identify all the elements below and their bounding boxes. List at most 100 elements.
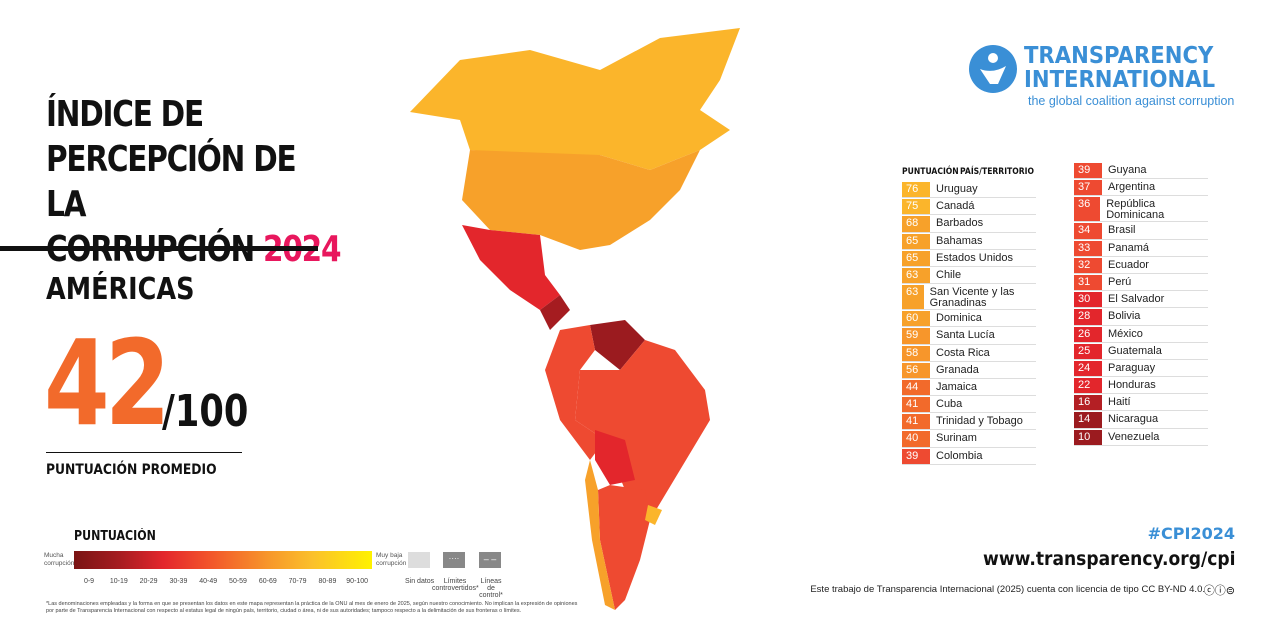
map-bolivia[interactable] [595,430,635,485]
logo-text: TRANSPARENCY INTERNATIONAL [1024,44,1215,92]
country-cell: México [1108,327,1143,340]
col-score-header: PUNTUACIÓN [902,167,959,177]
divider [46,452,242,453]
country-cell: Nicaragua [1108,413,1159,426]
score-cell: 68 [902,216,930,232]
map-brazil[interactable] [575,340,710,520]
legend-gradient [74,551,372,569]
table-row: 68 Barbados [902,216,1036,233]
legend-title: PUNTUACIÓN [74,529,156,544]
map-mexico[interactable] [462,225,560,310]
page-title: ÍNDICE DE PERCEPCIÓN DE LA CORRUPCIÓN 20… [46,92,342,272]
country-cell: Panamá [1108,241,1149,254]
table-row: 65 Estados Unidos [902,250,1036,267]
country-cell: Perú [1108,275,1132,288]
table-row: 30 El Salvador [1074,292,1208,309]
score-cell: 65 [902,233,930,249]
score-cell: 25 [1074,343,1102,359]
country-cell: Argentina [1108,181,1156,194]
col-country-header: PAÍS/TERRITORIO [960,167,1035,177]
average-label: PUNTUACIÓN PROMEDIO [46,462,217,478]
ranking-table-right: 39 Guyana 37 Argentina 36 República Dominican… [1074,163,1208,447]
country-cell: Brasil [1108,224,1136,237]
cc-license-icons: ⓒⓘ⊜ [1203,585,1235,597]
license-text: Este trabajo de Transparencia Internacio… [810,584,1205,595]
score-cell: 58 [902,345,930,361]
map-chile[interactable] [585,460,615,610]
country-cell: Trinidad y Tobago [936,415,1023,428]
map-uruguay[interactable] [645,505,662,525]
region-name: AMÉRICAS [46,272,195,307]
table-row: 22 Honduras [1074,378,1208,395]
country-cell: Santa Lucía [936,329,995,342]
table-row: 63 San Vicente y las Granadinas [902,285,1036,311]
country-cell: Paraguay [1108,361,1156,374]
score-cell: 63 [902,267,930,284]
score-cell: 60 [902,311,930,327]
disputed-label: Límites controvertidos* [432,578,479,592]
score-cell: 14 [1074,412,1102,428]
americas-map [410,28,740,610]
divider [0,246,318,251]
table-row: 31 Perú [1074,274,1208,292]
score-cell: 41 [902,414,930,430]
tagline: the global coalition against corruption [1028,94,1235,108]
map-usa[interactable] [462,150,700,250]
score-cell: 56 [902,362,930,378]
country-cell: Guatemala [1108,344,1162,357]
map-canada[interactable] [410,28,740,170]
legend-range-label: 60-69 [258,578,277,585]
country-cell: Uruguay [936,183,978,195]
table-row: 58 Costa Rica [902,345,1036,362]
table-row: 76 Uruguay [902,182,1036,199]
table-row: 59 Santa Lucía [902,328,1036,345]
score-max: /100 [162,386,249,437]
country-cell: Costa Rica [936,346,990,359]
legend-range-label: 20-29 [139,578,158,585]
table-row: 28 Bolivia [1074,309,1208,326]
table-row: 25 Guatemala [1074,343,1208,360]
country-cell: Chile [936,268,962,281]
score-cell: 28 [1074,309,1102,325]
country-cell: Bahamas [936,234,983,247]
table-row: 39 Guyana [1074,163,1208,180]
table-row: 40 Surinam [902,431,1036,448]
map-colombia-peru[interactable] [545,325,605,460]
legend-range-label: 50-59 [229,578,247,585]
map-central-america[interactable] [540,295,570,330]
score-cell: 24 [1074,360,1102,377]
table-row: 14 Nicaragua [1074,412,1208,429]
score-cell: 39 [1074,163,1102,179]
score-cell: 31 [1074,274,1102,291]
table-row: 16 Haití [1074,395,1208,412]
map-argentina[interactable] [598,485,650,610]
country-cell: Granada [936,363,979,376]
country-cell: Surinam [936,432,977,445]
table-row: 65 Bahamas [902,233,1036,250]
legend-range-label: 40-49 [199,578,218,585]
legend-range-label: 10-19 [109,578,128,585]
country-cell: Estados Unidos [936,251,1014,264]
legend-range-label: 70-79 [288,578,307,585]
website-link[interactable]: www.transparency.org/cpi [982,548,1235,570]
table-row: 39 Colombia [902,448,1036,465]
country-cell: Ecuador [1108,258,1149,271]
score-cell: 34 [1074,223,1102,239]
logo-line: TRANSPARENCY [1024,43,1214,69]
table-row: 60 Dominica [902,311,1036,328]
country-cell: El Salvador [1108,293,1165,306]
map-venezuela[interactable] [590,320,645,370]
table-row: 44 Jamaica [902,379,1036,397]
score-cell: 26 [1074,326,1102,342]
score-cell: 65 [902,250,930,266]
score-cell: 63 [902,285,924,310]
country-cell: Jamaica [936,380,977,393]
table-row: 26 México [1074,326,1208,343]
country-cell: Colombia [936,449,983,462]
country-cell: Honduras [1108,379,1156,392]
country-cell: Dominica [936,312,982,325]
legend-range-label: 90-100 [346,578,369,585]
score-cell: 39 [902,448,930,464]
table-row: 32 Ecuador [1074,257,1208,274]
table-row: 56 Granada [902,362,1036,379]
